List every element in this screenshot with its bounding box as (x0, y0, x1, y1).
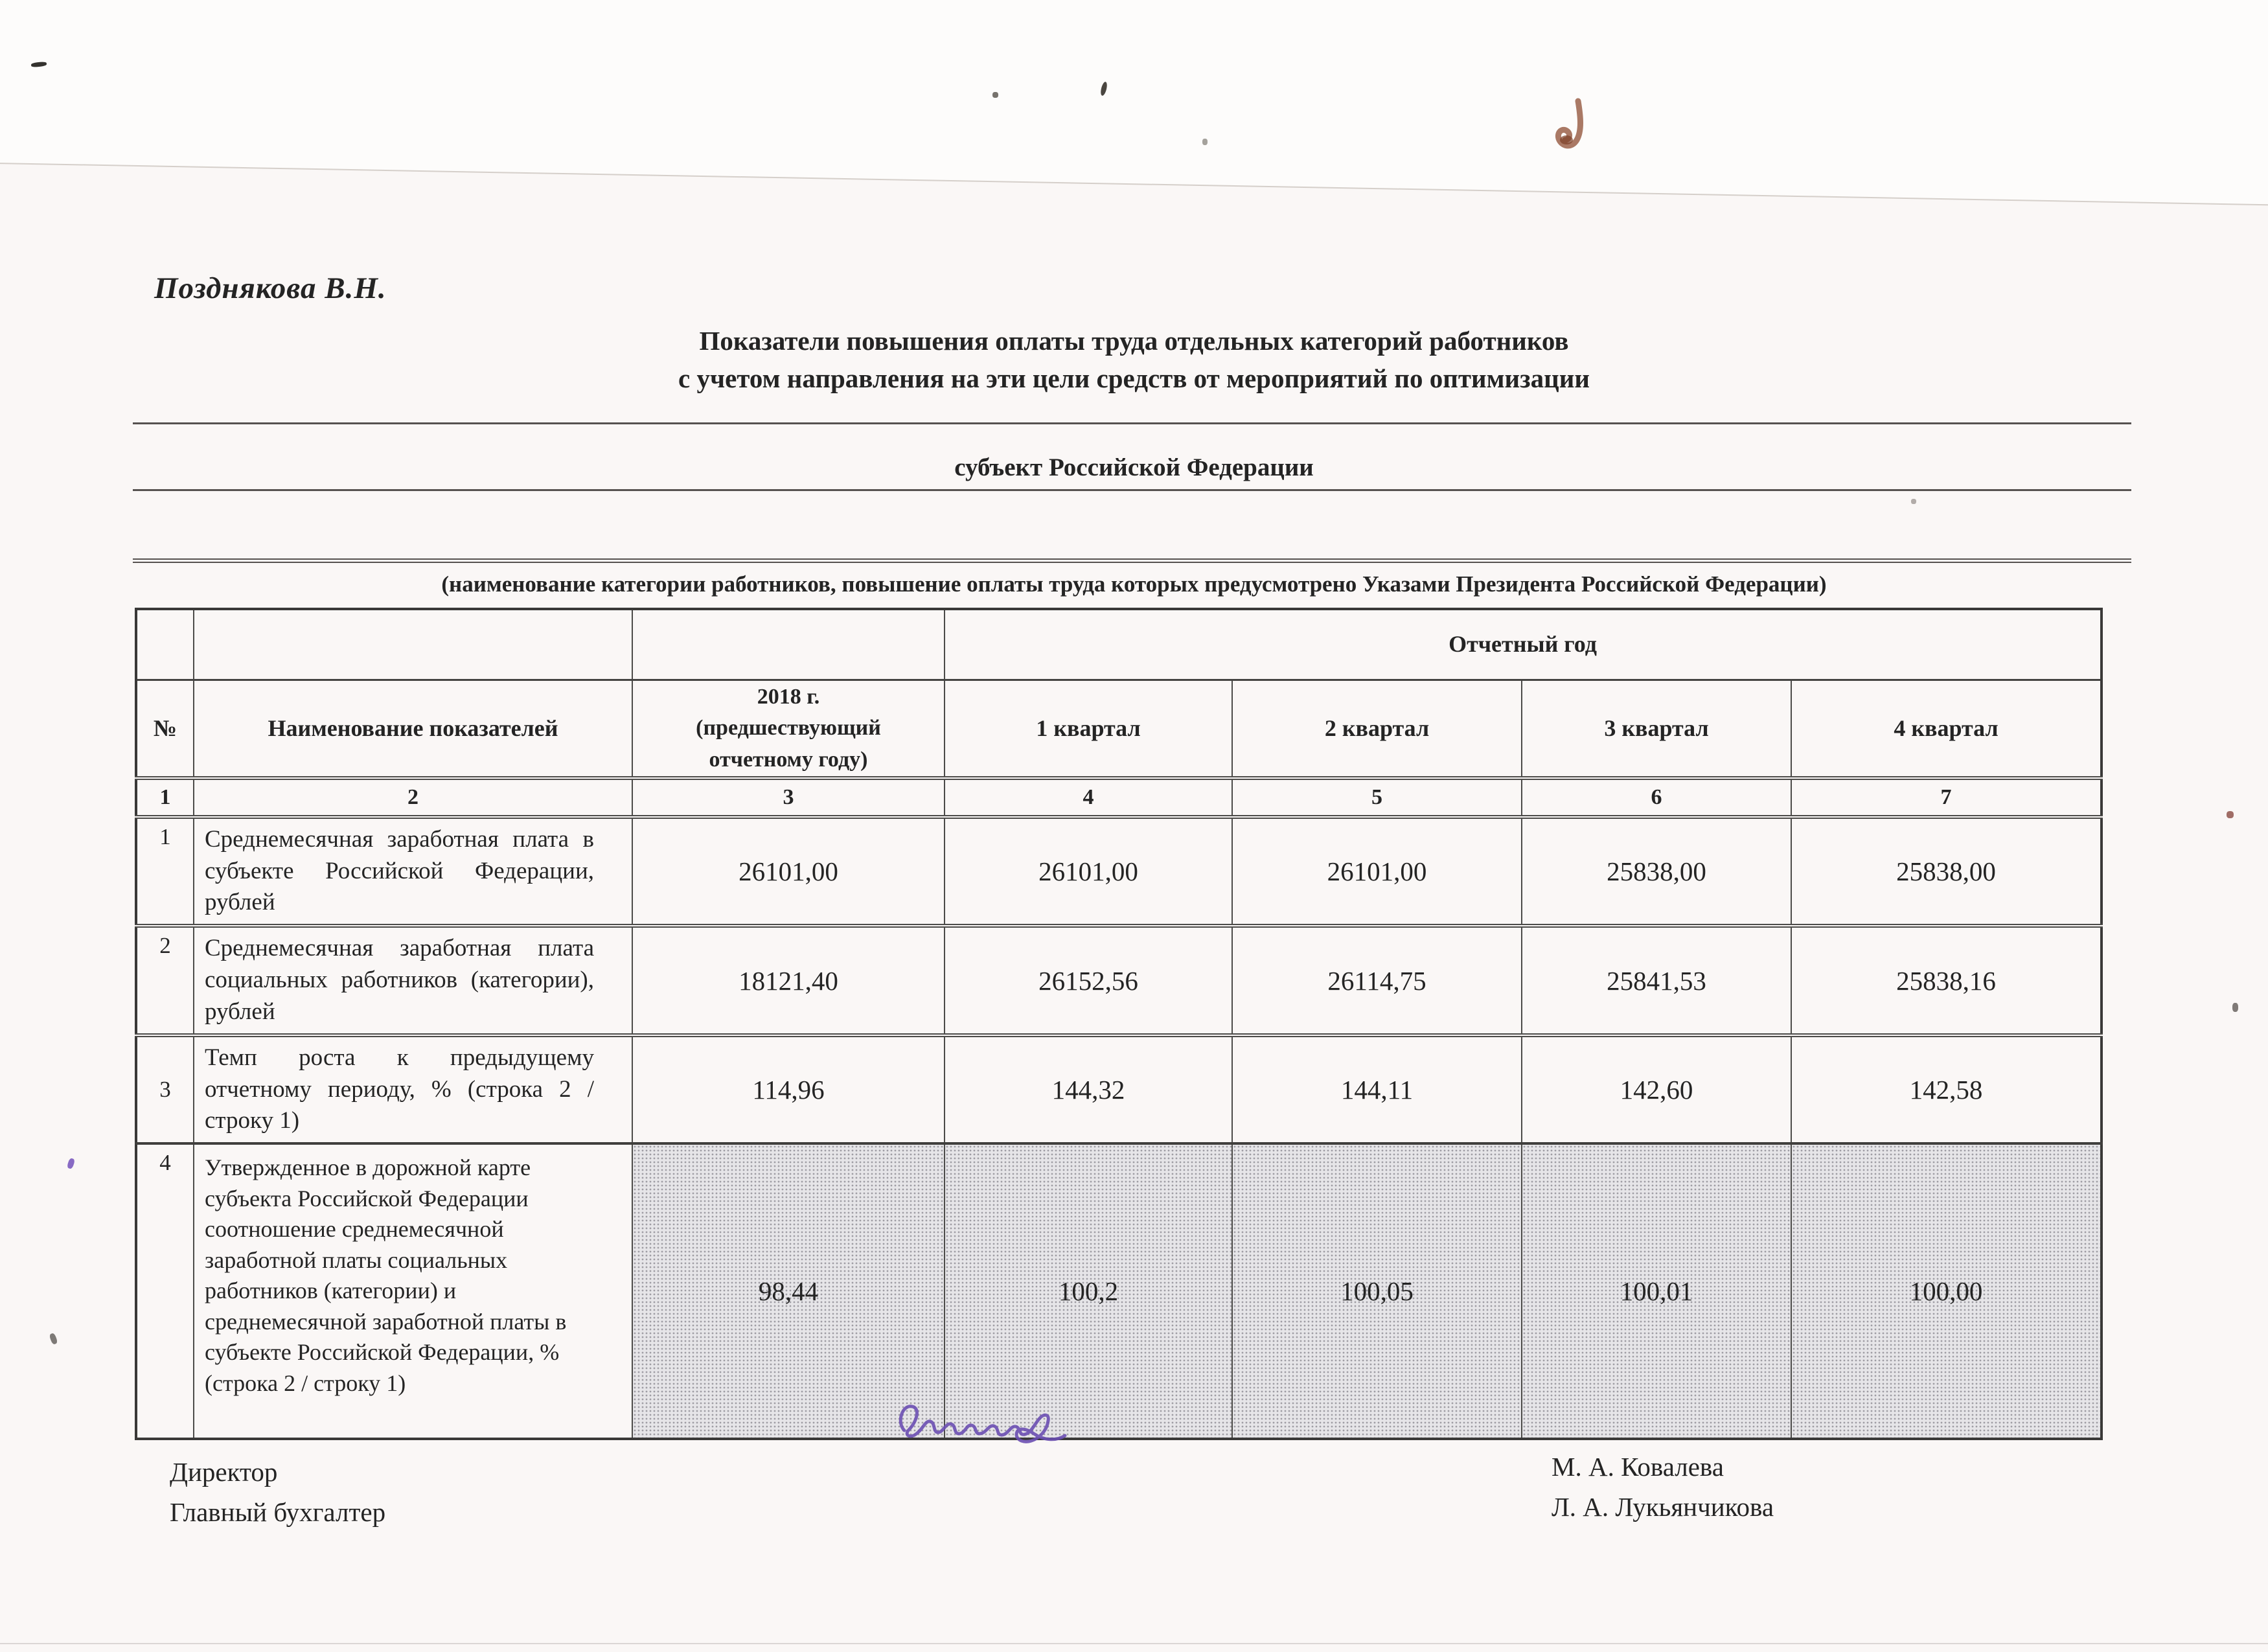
table-row: 1 Среднемесячная заработная плата в субъ… (135, 814, 2102, 927)
value-prev-year: 114,96 (632, 1033, 945, 1145)
value-q2: 144,11 (1231, 1033, 1522, 1145)
table-row: 4 Утвержденное в дорожной карте субъекта… (135, 1142, 2102, 1440)
subject-caption: субъект Российской Федерации (954, 453, 1314, 481)
signoff-name-director: М. А. Ковалева (1552, 1452, 1724, 1482)
row-number: 2 (135, 924, 194, 1036)
value-q1: 144,32 (944, 1033, 1233, 1145)
scan-speck (1202, 139, 1208, 145)
col-header-q4: 4 квартал (1791, 678, 2102, 779)
value-prev-year: 26101,00 (632, 814, 945, 927)
col-header-q1: 1 квартал (944, 678, 1233, 779)
indicator-name: Среднемесячная заработная плата социальн… (193, 924, 633, 1036)
header-spacer-cell (135, 608, 194, 681)
scan-speck (2232, 1003, 2238, 1012)
signoff-role-chief-accountant: Главный бухгалтер (170, 1497, 386, 1527)
col-number: 4 (944, 775, 1233, 818)
scan-speck (2227, 811, 2234, 818)
ink-stain (1553, 97, 1592, 168)
header-spacer-cell (193, 608, 633, 681)
scan-bottom-edge (0, 1643, 2268, 1644)
indicators-table: Отчетный год № Наименование показателей … (135, 608, 2103, 1441)
value-q3: 142,60 (1521, 1033, 1792, 1145)
value-prev-year: 18121,40 (632, 924, 945, 1036)
signature-scribble (899, 1405, 1067, 1443)
value-prev-year: 98,44 (632, 1142, 945, 1440)
value-q4: 100,00 (1791, 1142, 2102, 1440)
row-number: 4 (135, 1142, 194, 1440)
table-row-reporting-year: Отчетный год (135, 608, 2102, 681)
indicator-name: Среднемесячная заработная плата в субъек… (193, 814, 633, 927)
column-numbering-row: 1 2 3 4 5 6 7 (135, 775, 2102, 818)
col-number: 1 (135, 775, 194, 818)
horizontal-rule (133, 422, 2131, 424)
col-header-no: № (135, 678, 194, 779)
col-header-prev-year: 2018 г. (предшествующий отчетному году) (632, 678, 945, 779)
author-signoff: Позднякова В.Н. (154, 271, 387, 305)
signoff-name-chief-accountant: Л. А. Лукьянчикова (1552, 1492, 1774, 1522)
table-row: 2 Среднемесячная заработная плата социал… (135, 924, 2102, 1036)
value-q3: 100,01 (1521, 1142, 1792, 1440)
scan-speck (1911, 499, 1916, 504)
table-row: 3 Темп роста к предыдущему отчетному пер… (135, 1033, 2102, 1145)
value-q3: 25838,00 (1521, 814, 1792, 927)
scan-speck (66, 1158, 76, 1169)
category-caption: (наименование категории работников, повы… (441, 571, 1827, 597)
value-q4: 142,58 (1791, 1033, 2102, 1145)
value-q1: 100,2 (944, 1142, 1233, 1440)
value-q2: 100,05 (1231, 1142, 1522, 1440)
handwritten-signature (893, 1398, 1077, 1452)
value-q4: 25838,16 (1791, 924, 2102, 1036)
col-header-prev-year-text: 2018 г. (предшествующий отчетному году) (696, 685, 881, 772)
header-spacer-cell (632, 608, 945, 681)
col-number: 5 (1231, 775, 1522, 818)
indicator-name: Темп роста к предыдущему отчетному перио… (193, 1033, 633, 1145)
document-title-line2: с учетом направления на эти цели средств… (678, 363, 1590, 393)
value-q2: 26114,75 (1231, 924, 1522, 1036)
value-q3: 25841,53 (1521, 924, 1792, 1036)
col-header-q2: 2 квартал (1231, 678, 1522, 779)
col-header-q3: 3 квартал (1521, 678, 1792, 779)
col-number: 7 (1791, 775, 2102, 818)
reporting-year-header: Отчетный год (944, 608, 2102, 681)
value-q1: 26101,00 (944, 814, 1233, 927)
scan-speck (49, 1332, 58, 1346)
table-header-row: № Наименование показателей 2018 г. (пред… (135, 678, 2102, 779)
document-title-line1: Показатели повышения оплаты труда отдель… (699, 326, 1569, 356)
row-number: 3 (135, 1033, 194, 1145)
col-header-indicator: Наименование показателей (193, 678, 633, 779)
value-q1: 26152,56 (944, 924, 1233, 1036)
signoff-role-director: Директор (170, 1457, 278, 1487)
row-number: 1 (135, 814, 194, 927)
col-number: 6 (1521, 775, 1792, 818)
indicator-name: Утвержденное в дорожной карте субъекта Р… (193, 1142, 633, 1440)
col-number: 3 (632, 775, 945, 818)
scan-speck (992, 92, 998, 98)
col-number: 2 (193, 775, 633, 818)
value-q2: 26101,00 (1231, 814, 1522, 927)
document-title: Показатели повышения оплаты труда отдель… (0, 322, 2268, 397)
value-q4: 25838,00 (1791, 814, 2102, 927)
scan-paper-edge (0, 0, 2268, 207)
horizontal-rule (133, 489, 2131, 491)
horizontal-rule-double (133, 558, 2131, 563)
